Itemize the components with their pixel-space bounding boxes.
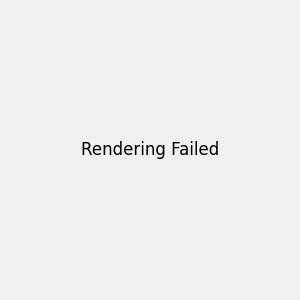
Text: Rendering Failed: Rendering Failed [81,141,219,159]
